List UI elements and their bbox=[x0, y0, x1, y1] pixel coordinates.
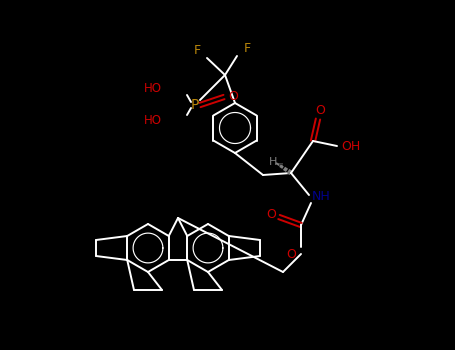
Text: HO: HO bbox=[144, 83, 162, 96]
Text: F: F bbox=[243, 42, 251, 56]
Text: ɪɪɪ: ɪɪɪ bbox=[278, 161, 284, 167]
Text: NH: NH bbox=[312, 190, 330, 203]
Text: H: H bbox=[269, 157, 277, 167]
Text: OH: OH bbox=[341, 140, 361, 154]
Text: O: O bbox=[315, 105, 325, 118]
Text: O: O bbox=[286, 247, 296, 260]
Text: HO: HO bbox=[144, 114, 162, 127]
Text: O: O bbox=[266, 209, 276, 222]
Text: O: O bbox=[228, 90, 238, 103]
Text: P: P bbox=[191, 98, 199, 112]
Text: F: F bbox=[193, 44, 201, 57]
